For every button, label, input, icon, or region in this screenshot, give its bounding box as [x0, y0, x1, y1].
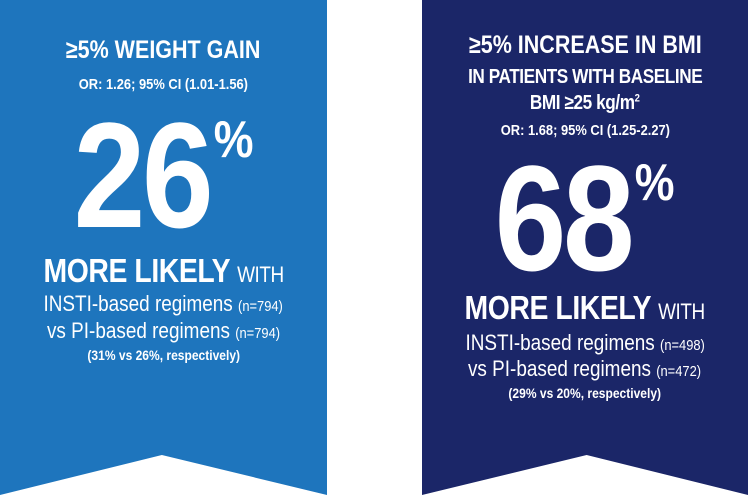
banner-subtitle-1: IN PATIENTS WITH BASELINE: [467, 66, 703, 88]
pi-line: vs PI-based regimens (n=794): [46, 318, 281, 343]
weight-gain-banner: ≥5% WEIGHT GAIN OR: 1.26; 95% CI (1.01-1…: [0, 0, 327, 495]
percentages-note: (29% vs 20%, respectively): [508, 385, 662, 401]
banner-subtitle-2: BMI ≥25 kg/m2: [530, 92, 640, 114]
pi-line: vs PI-based regimens (n=472): [468, 356, 702, 381]
odds-ratio: OR: 1.26; 95% CI (1.01-1.56): [78, 76, 249, 93]
percent-value: 26%: [73, 91, 254, 259]
odds-ratio: OR: 1.68; 95% CI (1.25-2.27): [500, 122, 670, 139]
more-likely-text: MORE LIKELY WITH: [464, 289, 706, 326]
banner-title: ≥5% INCREASE IN BMI: [468, 31, 702, 59]
more-likely-text: MORE LIKELY WITH: [43, 252, 284, 289]
banner-title: ≥5% WEIGHT GAIN: [66, 36, 261, 64]
percentages-note: (31% vs 26%, respectively): [87, 347, 240, 363]
percent-value: 68%: [495, 134, 675, 302]
insti-line: INSTI-based regimens (n=794): [43, 291, 284, 316]
bmi-increase-banner: ≥5% INCREASE IN BMI IN PATIENTS WITH BAS…: [422, 0, 748, 495]
insti-line: INSTI-based regimens (n=498): [465, 330, 705, 355]
